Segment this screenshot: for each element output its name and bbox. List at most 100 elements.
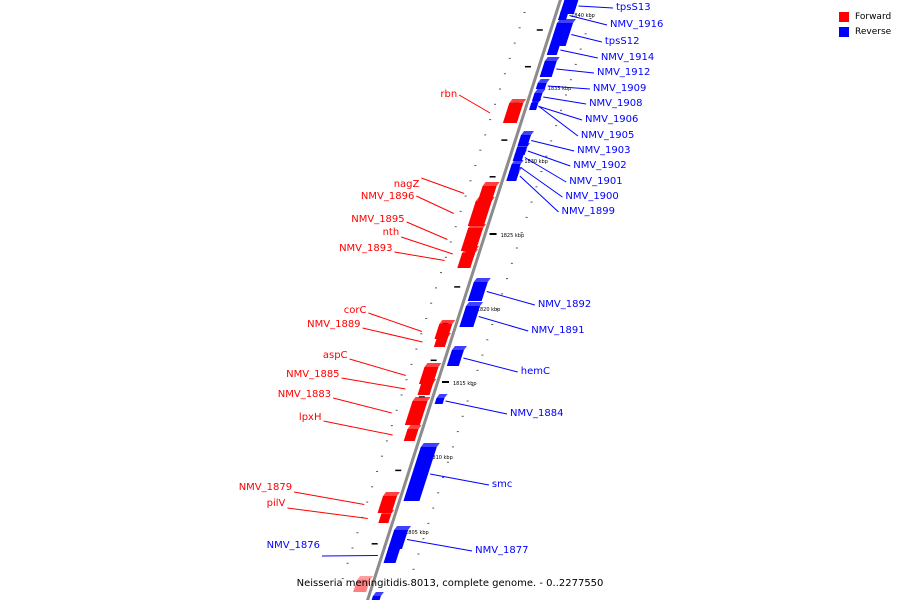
reverse-gene-label[interactable]: NMV_1876 bbox=[267, 540, 320, 551]
dot-mark bbox=[427, 522, 430, 524]
reverse-gene[interactable] bbox=[446, 346, 467, 366]
forward-gene-label[interactable]: NMV_1879 bbox=[239, 482, 292, 493]
forward-leader-line bbox=[287, 507, 368, 519]
forward-gene[interactable] bbox=[460, 224, 487, 251]
reverse-gene-top bbox=[514, 150, 527, 154]
legend: Forward Reverse bbox=[839, 9, 891, 39]
dot-mark bbox=[555, 125, 558, 127]
forward-gene[interactable] bbox=[433, 333, 452, 347]
forward-gene-body bbox=[404, 401, 428, 425]
forward-gene-label[interactable]: NMV_1889 bbox=[307, 319, 360, 330]
dot-mark bbox=[579, 48, 582, 50]
reverse-leader-line bbox=[538, 105, 579, 137]
dot-mark bbox=[515, 247, 518, 249]
forward-gene-label[interactable]: aspC bbox=[323, 350, 348, 361]
reverse-gene-label[interactable]: NMV_1908 bbox=[589, 98, 642, 109]
reverse-gene-label[interactable]: NMV_1877 bbox=[475, 545, 528, 556]
dot-mark bbox=[560, 109, 563, 111]
reverse-gene-label[interactable]: smc bbox=[492, 479, 512, 490]
forward-gene-label[interactable]: NMV_1895 bbox=[351, 214, 404, 225]
reverse-gene[interactable] bbox=[467, 278, 491, 301]
reverse-gene-label[interactable]: NMV_1901 bbox=[569, 176, 622, 187]
reverse-gene-label[interactable]: tpsS13 bbox=[616, 2, 651, 13]
dot-mark bbox=[454, 226, 457, 228]
reverse-gene[interactable] bbox=[546, 41, 563, 55]
reverse-gene-partial[interactable] bbox=[371, 592, 384, 600]
dot-mark bbox=[420, 333, 423, 335]
dot-mark bbox=[449, 241, 452, 243]
reverse-gene-label[interactable]: NMV_1899 bbox=[562, 206, 615, 217]
forward-gene[interactable] bbox=[467, 197, 495, 226]
reverse-gene[interactable] bbox=[434, 394, 448, 404]
forward-gene[interactable] bbox=[377, 492, 401, 513]
reverse-gene-label[interactable]: NMV_1892 bbox=[538, 299, 591, 310]
forward-gene-label[interactable]: lpxH bbox=[299, 412, 322, 423]
forward-gene-label[interactable]: nth bbox=[383, 227, 400, 238]
dot-mark bbox=[484, 134, 487, 136]
forward-gene-label[interactable]: nagZ bbox=[394, 179, 420, 190]
dot-mark bbox=[385, 440, 388, 442]
reverse-gene[interactable] bbox=[459, 302, 484, 327]
reverse-gene-label[interactable]: NMV_1916 bbox=[610, 19, 663, 30]
ruler-tick-label: 1830 kbp bbox=[524, 159, 548, 165]
reverse-gene[interactable] bbox=[539, 57, 560, 77]
dot-mark bbox=[589, 18, 592, 19]
forward-gene-label[interactable]: NMV_1885 bbox=[286, 369, 339, 380]
reverse-gene[interactable] bbox=[557, 7, 572, 20]
forward-gene-label[interactable]: NMV_1893 bbox=[339, 243, 392, 254]
dot-mark bbox=[459, 210, 462, 212]
forward-gene-label[interactable]: rbn bbox=[440, 89, 457, 100]
reverse-gene-top bbox=[436, 394, 448, 398]
ruler-tick-label: 1805 kbp bbox=[405, 530, 429, 536]
genes bbox=[353, 0, 579, 600]
reverse-gene-body bbox=[403, 447, 437, 501]
forward-gene-label[interactable]: pilV bbox=[267, 498, 286, 509]
reverse-gene-label[interactable]: NMV_1905 bbox=[581, 130, 634, 141]
dot-mark bbox=[410, 363, 413, 365]
reverse-gene[interactable] bbox=[512, 150, 527, 161]
reverse-gene-top bbox=[509, 167, 523, 171]
reverse-gene-label[interactable]: NMV_1903 bbox=[577, 145, 630, 156]
reverse-gene-label[interactable]: tpsS12 bbox=[605, 36, 640, 47]
forward-leader-line bbox=[394, 251, 445, 261]
reverse-gene-label[interactable]: NMV_1902 bbox=[573, 160, 626, 171]
forward-leader-line bbox=[362, 327, 423, 343]
reverse-gene[interactable] bbox=[529, 99, 541, 109]
dot-mark bbox=[407, 584, 410, 586]
reverse-gene-label[interactable]: NMV_1906 bbox=[585, 114, 638, 125]
forward-gene-label[interactable]: NMV_1896 bbox=[361, 191, 414, 202]
forward-gene[interactable] bbox=[457, 249, 479, 268]
dot-mark bbox=[376, 471, 379, 472]
reverse-gene-top bbox=[473, 278, 491, 282]
forward-gene[interactable] bbox=[404, 397, 431, 425]
reverse-gene-top bbox=[534, 89, 546, 93]
reverse-gene-label[interactable]: NMV_1900 bbox=[565, 191, 618, 202]
reverse-gene-label[interactable]: NMV_1912 bbox=[597, 67, 650, 78]
forward-gene-partial[interactable] bbox=[353, 576, 374, 592]
dot-mark bbox=[380, 455, 383, 457]
reverse-gene-top bbox=[531, 99, 541, 103]
reverse-gene-body bbox=[506, 171, 520, 181]
reverse-gene-label[interactable]: NMV_1891 bbox=[531, 325, 584, 336]
reverse-gene-label[interactable]: NMV_1884 bbox=[510, 408, 563, 419]
reverse-gene-label[interactable]: NMV_1909 bbox=[593, 83, 646, 94]
forward-gene[interactable] bbox=[417, 379, 437, 395]
reverse-gene[interactable] bbox=[383, 544, 404, 563]
reverse-gene[interactable] bbox=[506, 167, 523, 181]
dot-mark bbox=[451, 446, 454, 448]
reverse-gene-top bbox=[511, 160, 524, 164]
forward-gene-label[interactable]: NMV_1883 bbox=[278, 389, 331, 400]
reverse-leader-line bbox=[571, 34, 603, 43]
forward-gene[interactable] bbox=[378, 510, 395, 523]
forward-gene-label[interactable]: corC bbox=[344, 305, 367, 316]
dot-mark bbox=[425, 318, 428, 319]
forward-gene[interactable] bbox=[502, 99, 527, 123]
reverse-gene[interactable] bbox=[549, 19, 577, 46]
reverse-gene[interactable] bbox=[403, 443, 440, 501]
reverse-gene[interactable] bbox=[535, 79, 550, 89]
reverse-gene-label[interactable]: NMV_1914 bbox=[601, 52, 654, 63]
reverse-leader-line bbox=[321, 555, 378, 557]
reverse-gene-label[interactable]: hemC bbox=[521, 366, 550, 377]
forward-gene[interactable] bbox=[403, 425, 422, 441]
legend-forward-label: Forward bbox=[855, 11, 892, 22]
